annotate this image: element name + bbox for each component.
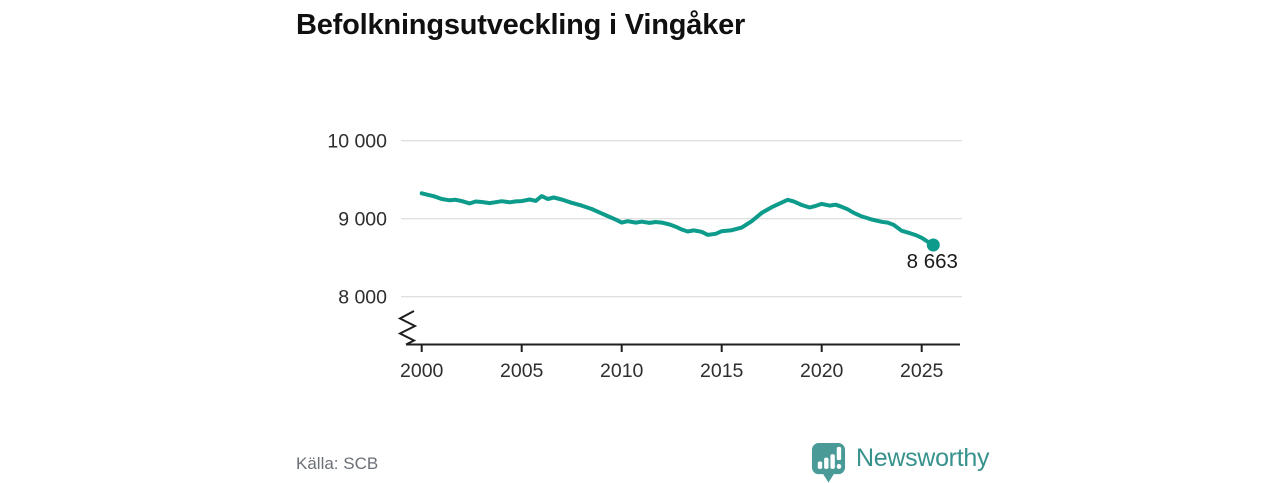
- newsworthy-logo: Newsworthy: [810, 442, 990, 483]
- chart-canvas: 8 000 9 000 10 000 2000 2005 2010 2015 2020 2025…: [327, 131, 962, 382]
- end-dot: [926, 238, 940, 252]
- population-line-chart: 8 000 9 000 10 000 2000 2005 2010 2015 2020 2025…: [290, 100, 990, 400]
- page-title: Befolkningsutveckling i Vingåker: [296, 9, 746, 41]
- x-tick-label: 2000: [400, 360, 444, 382]
- y-tick-label: 9 000: [338, 209, 387, 231]
- x-tick-label: 2010: [600, 360, 644, 382]
- y-tick-label: 10 000: [327, 131, 387, 153]
- y-tick-label: 8 000: [338, 287, 387, 309]
- x-tick-label: 2025: [900, 360, 944, 382]
- x-tick-label: 2015: [700, 360, 744, 382]
- brand-wordmark: Newsworthy: [856, 444, 990, 472]
- axis-break-icon: [397, 310, 418, 346]
- x-tick-label: 2020: [800, 360, 844, 382]
- source-label: Källa: SCB: [296, 454, 379, 473]
- x-tick-label: 2005: [500, 360, 544, 382]
- end-value-label: 8 663: [907, 250, 958, 273]
- population-line: [419, 191, 936, 247]
- speech-bubble-bar-chart-icon: [811, 443, 846, 483]
